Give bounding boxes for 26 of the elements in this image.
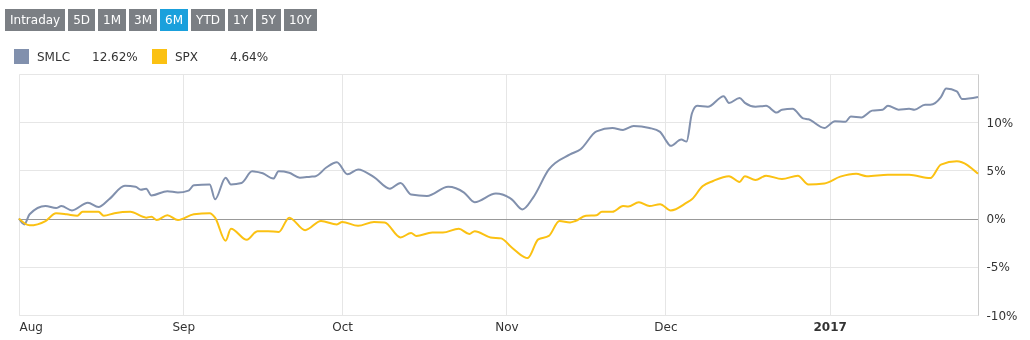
range-button[interactable]: 1M (98, 9, 127, 31)
text: 12.62% (92, 49, 139, 64)
y-tick-label: 0% (986, 212, 1006, 227)
range-button[interactable]: 6M (160, 9, 189, 31)
y-tick-label: 10% (986, 115, 1014, 130)
range-button[interactable]: 3M (129, 9, 158, 31)
y-tick-label: 5% (986, 163, 1006, 178)
x-tick-label: 2017 (813, 319, 847, 334)
text: 4.64% (230, 49, 270, 64)
range-button[interactable]: Intraday (5, 9, 66, 31)
y-tick-label: -10% (986, 308, 1018, 323)
range-button[interactable]: YTD (191, 9, 225, 31)
x-tick-label: Aug (19, 319, 43, 334)
x-tick-label: Nov (495, 319, 519, 334)
line-series (18, 87, 979, 226)
x-tick-label: Sep (172, 319, 196, 334)
legend-label: SMLC (37, 49, 72, 64)
range-button[interactable]: 5D (68, 9, 96, 31)
range-button[interactable]: 5Y (255, 9, 281, 31)
legend-label: SPX (175, 49, 200, 64)
range-button[interactable]: 1Y (228, 9, 253, 31)
line-series (18, 160, 979, 260)
range-button[interactable]: 10Y (283, 9, 317, 31)
x-tick-label: Dec (654, 319, 678, 334)
y-tick-label: -5% (986, 260, 1010, 275)
x-tick-label: Oct (332, 319, 354, 334)
